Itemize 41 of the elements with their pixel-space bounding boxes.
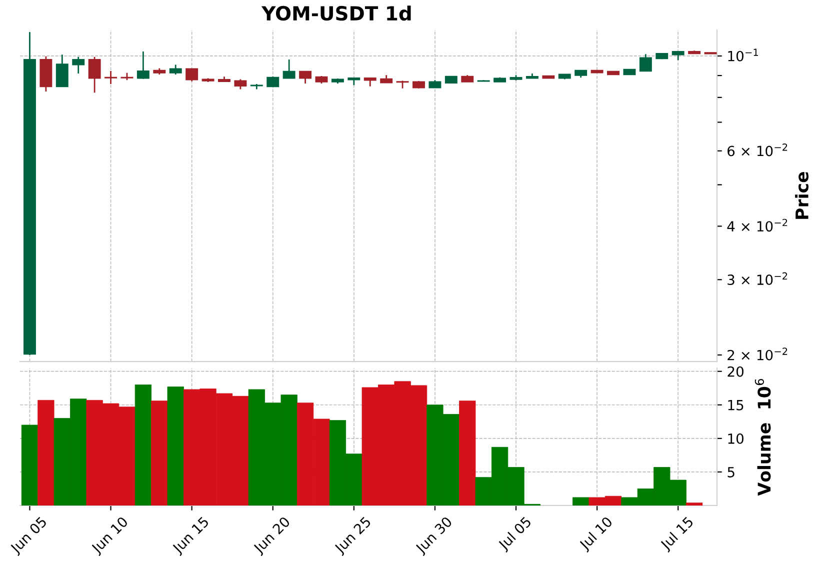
y-axis-title: Volume 10$^{6}$ bbox=[754, 378, 771, 496]
bar bbox=[686, 502, 703, 506]
candlestick bbox=[136, 50, 150, 80]
x-tick-label: Jun 25 bbox=[333, 516, 374, 556]
y-tick-label: 10 bbox=[728, 433, 744, 444]
x-tick-label: Jul 05 bbox=[497, 516, 534, 553]
x-tick-label: Jun 30 bbox=[414, 516, 454, 556]
bar bbox=[151, 400, 168, 506]
y-tick-label: 10$^{−1}$ bbox=[728, 48, 758, 62]
x-tick-label: Jun 20 bbox=[252, 516, 292, 556]
candlestick bbox=[56, 54, 68, 88]
candlestick bbox=[266, 76, 280, 88]
candlestick bbox=[88, 56, 101, 94]
candlestick bbox=[282, 58, 296, 79]
candlestick bbox=[186, 68, 198, 82]
bar bbox=[134, 384, 152, 506]
x-tick-label: Jul 10 bbox=[578, 516, 615, 553]
y-tick-label: 4 × 10$^{−2}$ bbox=[727, 218, 788, 232]
y-tick-label: 6 × 10$^{−2}$ bbox=[728, 144, 788, 156]
candlestick bbox=[104, 70, 117, 85]
bar bbox=[167, 386, 184, 506]
y-axis-title: Price bbox=[795, 172, 809, 219]
y-tick-label: 15 bbox=[728, 400, 744, 410]
candlestick bbox=[639, 53, 652, 72]
x-tick-label: Jun 15 bbox=[171, 516, 212, 556]
y-tick-label: 5 bbox=[728, 467, 734, 478]
candlestick bbox=[299, 70, 312, 84]
candlestick bbox=[72, 56, 85, 74]
bar bbox=[38, 400, 54, 506]
y-tick-label: 2 × 10$^{−2}$ bbox=[728, 348, 788, 360]
bar bbox=[572, 497, 590, 506]
candlestick bbox=[169, 64, 182, 76]
x-tick-label: Jul 15 bbox=[659, 516, 696, 553]
x-tick-label: Jun 05 bbox=[9, 516, 50, 556]
y-tick-label: 20 bbox=[728, 366, 744, 377]
chart-title: YOM-USDT 1d bbox=[261, 6, 411, 21]
y-tick-label: 3 × 10$^{−2}$ bbox=[728, 272, 788, 286]
bar bbox=[21, 424, 38, 506]
candlestick bbox=[234, 78, 247, 90]
bar bbox=[459, 400, 476, 506]
x-tick-label: Jun 10 bbox=[90, 516, 130, 556]
